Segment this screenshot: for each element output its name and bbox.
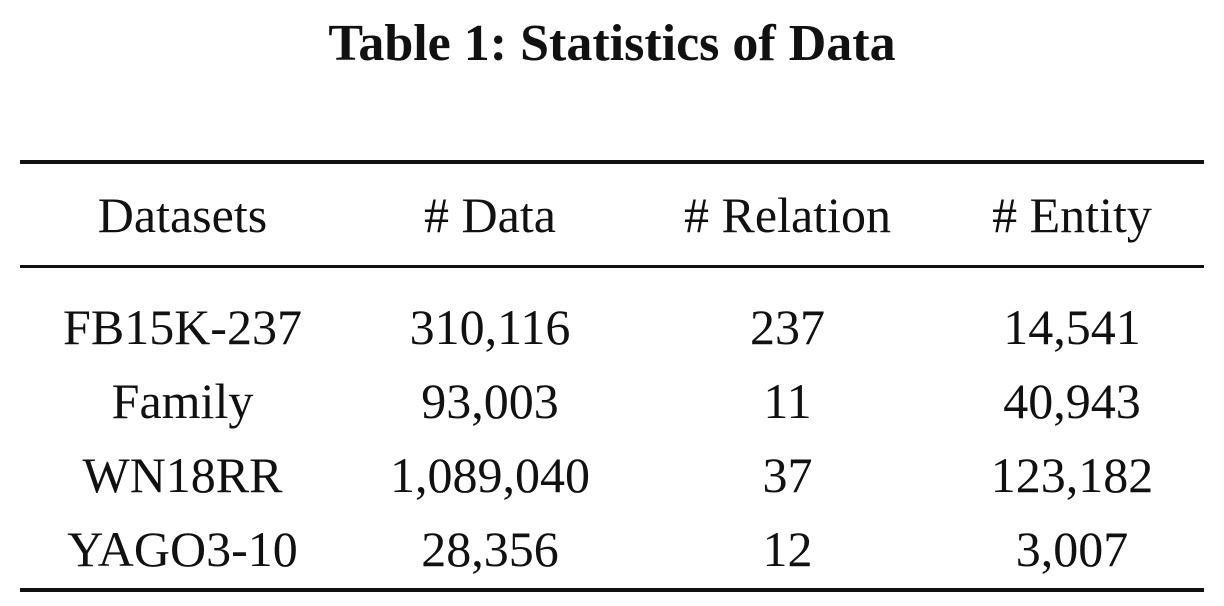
- header-data-count: # Data: [424, 186, 556, 243]
- table-caption: Table 1: Statistics of Data: [328, 15, 896, 72]
- cell-data-count: 310,116: [409, 299, 571, 355]
- table-row: FB15K-237 310,116 237 14,541: [20, 290, 1204, 364]
- header-entity-count: # Entity: [992, 186, 1152, 243]
- cell-entity-count: 40,943: [1003, 373, 1141, 429]
- cell-dataset: FB15K-237: [63, 299, 302, 355]
- cell-relation-count: 237: [750, 299, 825, 355]
- cell-dataset: YAGO3-10: [67, 521, 298, 577]
- cell-data-count: 1,089,040: [390, 447, 590, 503]
- cell-relation-count: 11: [763, 373, 812, 429]
- cell-data-count: 28,356: [421, 521, 559, 577]
- header-relation-count: # Relation: [684, 186, 891, 243]
- bottom-rule: [20, 588, 1204, 592]
- cell-dataset: WN18RR: [82, 447, 283, 503]
- header-rule: [20, 265, 1204, 268]
- table-row: Family 93,003 11 40,943: [20, 364, 1204, 438]
- table-row: YAGO3-10 28,356 12 3,007: [20, 512, 1204, 586]
- cell-relation-count: 12: [762, 521, 813, 577]
- header-row: Datasets # Data # Relation # Entity: [20, 164, 1204, 265]
- cell-relation-count: 37: [762, 447, 813, 503]
- table-body: FB15K-237 310,116 237 14,541 Family 93,0…: [20, 290, 1204, 586]
- cell-entity-count: 3,007: [1015, 521, 1129, 577]
- spacer-row: [20, 265, 1204, 290]
- top-rule: [20, 160, 1204, 164]
- header-datasets: Datasets: [97, 186, 268, 243]
- cell-entity-count: 14,541: [1003, 299, 1141, 355]
- cell-data-count: 93,003: [421, 373, 559, 429]
- cell-dataset: Family: [111, 373, 254, 429]
- table-header: Datasets # Data # Relation # Entity: [20, 164, 1204, 265]
- table-row: WN18RR 1,089,040 37 123,182: [20, 438, 1204, 512]
- statistics-table: Datasets # Data # Relation # Entity FB15…: [20, 164, 1204, 586]
- cell-entity-count: 123,182: [990, 447, 1154, 503]
